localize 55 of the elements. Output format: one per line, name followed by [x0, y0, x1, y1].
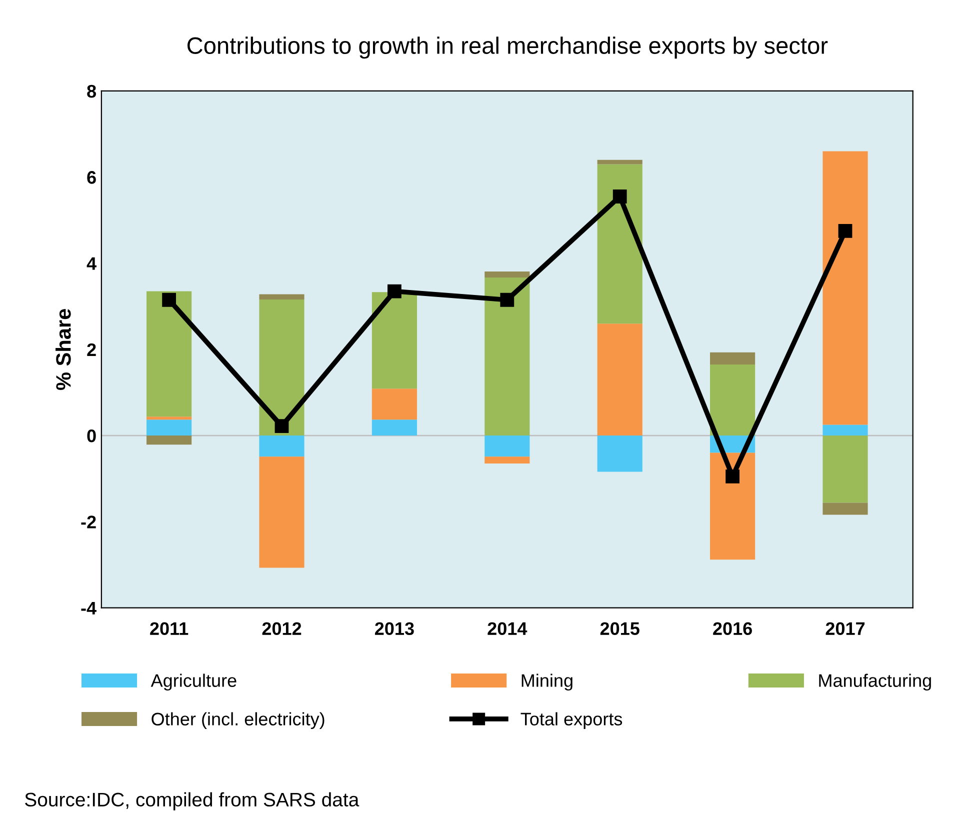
bar	[372, 420, 417, 436]
bar	[484, 277, 530, 436]
legend-label: Other (incl. electricity)	[152, 712, 324, 730]
y-tick-label: 0	[87, 429, 96, 442]
y-tick-label: 6	[87, 171, 96, 184]
x-tick-label: 2016	[713, 622, 752, 635]
chart-title: Contributions to growth in real merchandise exports by sector	[188, 36, 828, 59]
bar	[259, 294, 304, 300]
point	[838, 224, 852, 238]
bar	[372, 292, 417, 389]
bar	[597, 164, 642, 324]
bar	[597, 160, 642, 164]
bar	[484, 436, 530, 457]
bar	[259, 299, 304, 436]
bar	[710, 364, 756, 436]
x-tick-label: 2012	[262, 622, 302, 635]
y-tick-label: -4	[81, 602, 96, 614]
bar	[146, 420, 192, 436]
legend-label: Mining	[522, 674, 572, 691]
y-axis-title: % Share	[56, 309, 71, 390]
point	[388, 284, 402, 298]
point	[612, 190, 627, 204]
bar	[822, 151, 868, 425]
bar	[822, 436, 868, 503]
bar	[484, 456, 530, 464]
bar	[822, 424, 868, 436]
x-tick-label: 2011	[150, 622, 188, 635]
point	[162, 292, 176, 307]
bar	[484, 271, 530, 278]
x-tick-label: 2013	[374, 622, 414, 636]
x-tick-label: 2015	[600, 622, 640, 635]
y-tick-label: -2	[81, 516, 96, 528]
bar	[710, 452, 756, 560]
bar	[597, 324, 642, 436]
bar	[259, 456, 304, 568]
x-tick-label: 2014	[488, 622, 528, 635]
bar	[146, 436, 192, 445]
bar	[710, 352, 756, 364]
bar	[597, 436, 642, 472]
point	[726, 470, 740, 484]
y-tick-label: 4	[86, 257, 96, 270]
bar	[372, 388, 417, 420]
legend-label: Manufacturing	[819, 674, 931, 691]
bar	[822, 502, 868, 515]
legend-label: Total exports	[520, 712, 622, 730]
y-tick-label: 2	[87, 343, 96, 356]
point	[274, 419, 289, 434]
bar	[259, 436, 304, 457]
source-note: Source:IDC, compiled from SARS data	[25, 792, 360, 810]
bar	[146, 291, 192, 417]
bar	[146, 416, 192, 420]
x-tick-label: 2017	[826, 622, 865, 635]
legend-label: Agriculture	[150, 674, 236, 691]
point	[500, 292, 514, 307]
y-tick-label: 8	[87, 84, 96, 98]
